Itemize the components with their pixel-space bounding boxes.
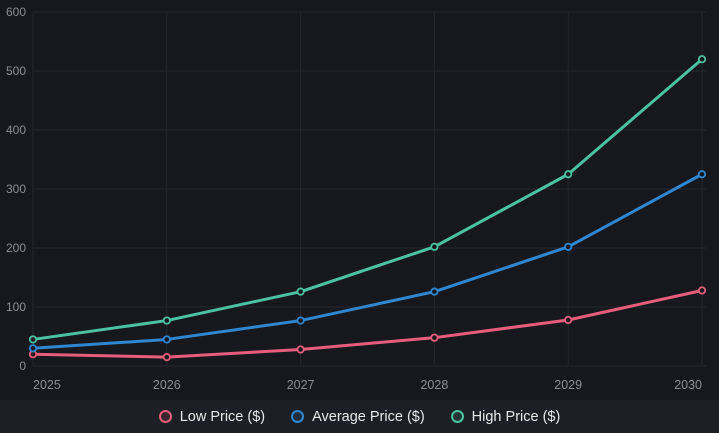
legend-label-high: High Price ($) xyxy=(471,408,561,425)
y-axis-tick-label: 400 xyxy=(6,123,26,137)
y-axis-tick-label: 600 xyxy=(6,5,26,19)
x-axis-tick-label: 2027 xyxy=(287,378,315,392)
legend-marker-average-icon xyxy=(291,410,305,423)
data-point-marker[interactable] xyxy=(296,316,305,325)
data-point-marker[interactable] xyxy=(564,170,573,179)
data-point-marker[interactable] xyxy=(296,287,305,296)
data-point-marker[interactable] xyxy=(28,344,38,353)
y-axis-tick-label: 0 xyxy=(19,359,26,373)
chart-legend: Low Price ($) Average Price ($) High Pri… xyxy=(0,400,719,433)
data-point-marker[interactable] xyxy=(296,345,305,354)
y-axis-tick-label: 200 xyxy=(6,241,26,255)
x-axis-tick-label: 2025 xyxy=(33,378,61,392)
x-axis-tick-label: 2029 xyxy=(554,378,582,392)
data-point-marker[interactable] xyxy=(564,242,573,251)
legend-marker-low-icon xyxy=(158,410,172,423)
series-line xyxy=(31,172,704,350)
legend-item-low-price[interactable]: Low Price ($) xyxy=(158,408,266,425)
legend-label-low: Low Price ($) xyxy=(179,408,266,425)
series-line xyxy=(31,57,704,341)
x-axis-tick-label: 2030 xyxy=(674,378,702,392)
legend-label-average: Average Price ($) xyxy=(312,408,425,425)
y-axis-tick-label: 300 xyxy=(6,182,26,196)
data-point-marker[interactable] xyxy=(430,333,439,342)
x-axis-tick-label: 2028 xyxy=(420,378,448,392)
data-point-marker[interactable] xyxy=(697,286,707,295)
legend-item-average-price[interactable]: Average Price ($) xyxy=(291,409,425,425)
line-chart-canvas[interactable]: 0 100 200 300 400 500 600 2025 2026 2027 2028 2029 2… xyxy=(0,0,719,400)
legend-item-high-price[interactable]: High Price ($) xyxy=(450,408,561,425)
legend-marker-high-icon xyxy=(450,410,464,423)
data-point-marker[interactable] xyxy=(564,315,573,325)
data-point-marker[interactable] xyxy=(430,242,439,251)
data-point-marker[interactable] xyxy=(697,170,707,179)
x-axis-tick-label: 2026 xyxy=(153,378,181,392)
data-point-marker[interactable] xyxy=(430,287,439,296)
data-point-marker[interactable] xyxy=(162,335,171,344)
y-axis-tick-label: 100 xyxy=(6,300,26,314)
y-axis-tick-label: 500 xyxy=(6,64,26,78)
plot-area: 0 100 200 300 400 500 600 2025 2026 2027 2028 2029 2… xyxy=(0,0,719,400)
data-point-marker[interactable] xyxy=(162,353,171,362)
data-point-marker[interactable] xyxy=(697,55,707,64)
series-line xyxy=(31,288,704,359)
data-point-marker[interactable] xyxy=(28,335,38,344)
data-point-marker[interactable] xyxy=(162,316,171,325)
